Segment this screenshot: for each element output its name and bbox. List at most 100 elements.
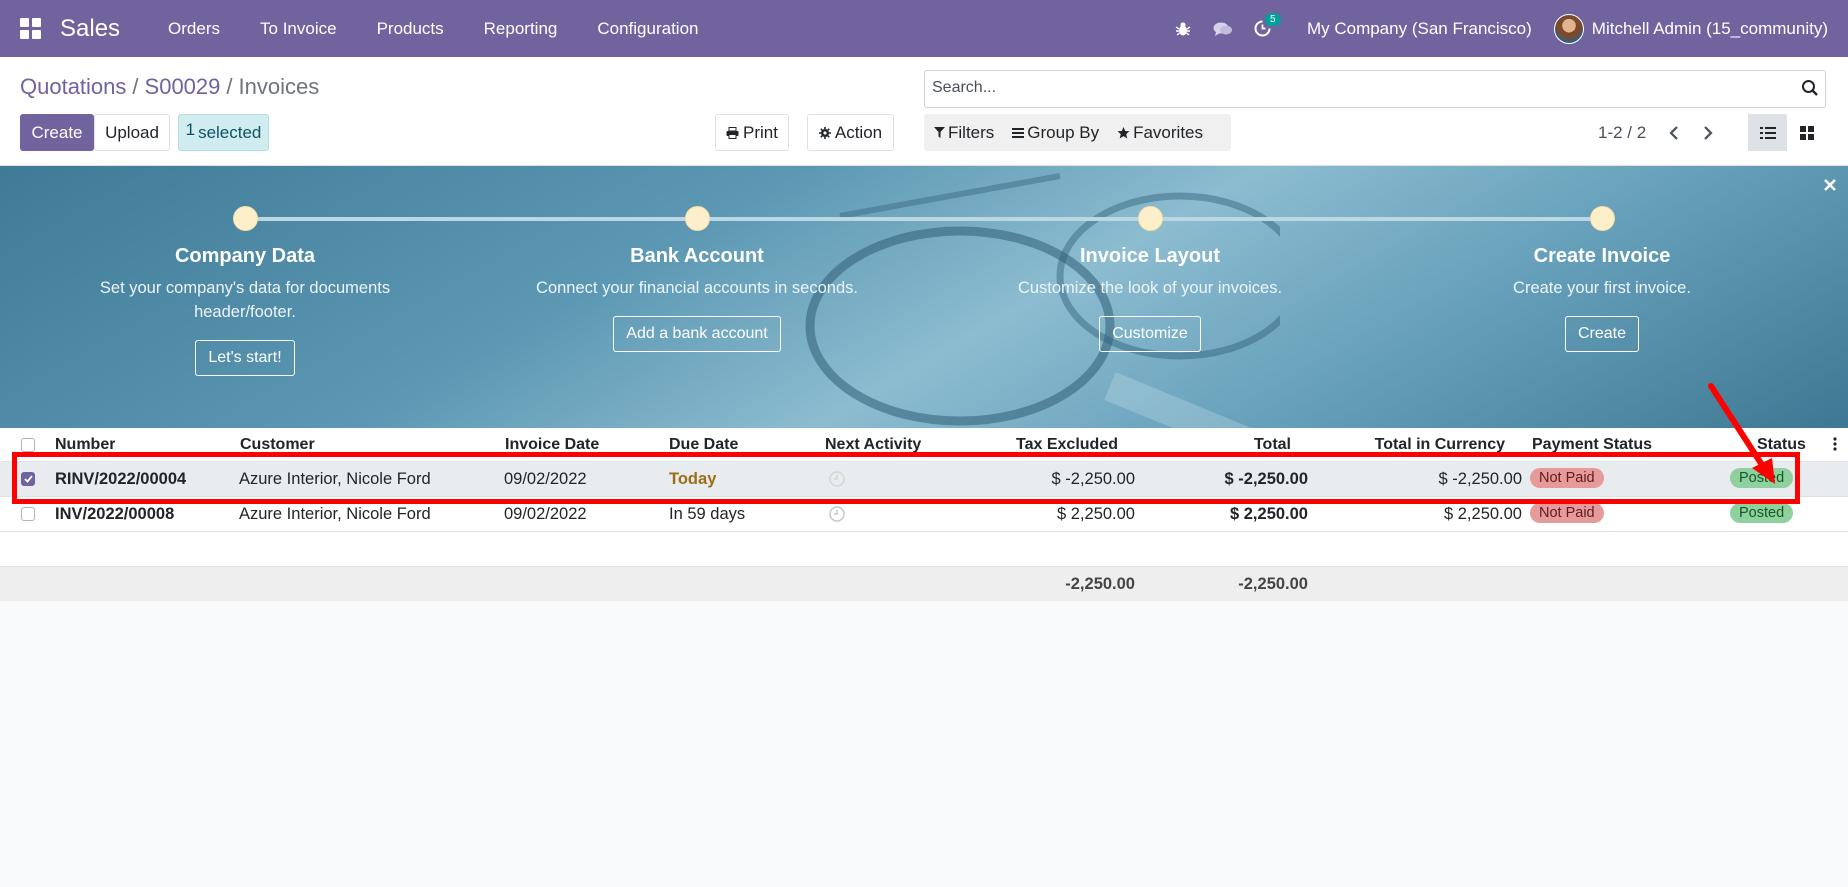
chevron-left-icon: [1669, 126, 1678, 140]
menu-reporting[interactable]: Reporting: [483, 18, 558, 38]
payment-status-badge: Not Paid: [1530, 468, 1604, 488]
menu-to-invoice[interactable]: To Invoice: [260, 18, 337, 38]
user-name: Mitchell Admin (15_community): [1591, 18, 1828, 38]
print-label: Print: [743, 122, 778, 142]
vertical-dots-icon: [1833, 437, 1837, 451]
avatar: [1553, 13, 1584, 44]
step-dot: [1137, 206, 1163, 231]
cell-number: RINV/2022/00004: [55, 470, 187, 488]
step-description: Set your company's data for documents he…: [99, 279, 391, 321]
cell-total: $ -2,250.00: [1224, 470, 1308, 488]
menu-orders[interactable]: Orders: [168, 18, 221, 38]
cell-invoice-date: 09/02/2022: [504, 505, 587, 523]
debug-bug-icon[interactable]: [1163, 0, 1203, 57]
app-name[interactable]: Sales: [60, 14, 121, 42]
step-dot: [684, 206, 710, 231]
col-due-date[interactable]: Due Date: [669, 436, 739, 453]
cell-tax-excluded: $ -2,250.00: [1051, 470, 1135, 488]
breadcrumb-order[interactable]: S00029: [144, 74, 221, 99]
col-customer[interactable]: Customer: [240, 436, 315, 453]
gear-icon: [818, 126, 831, 139]
activity-clock-icon[interactable]: [829, 471, 845, 492]
star-icon: [1117, 126, 1130, 138]
funnel-icon: [934, 127, 945, 138]
create-button[interactable]: Create: [20, 114, 94, 151]
search-input[interactable]: [925, 71, 1785, 105]
selection-counter: 1 selected: [178, 114, 269, 151]
col-status[interactable]: Status: [1757, 436, 1806, 453]
close-icon: [1824, 179, 1836, 191]
breadcrumb: Quotations / S00029 / Invoices: [20, 74, 319, 100]
activity-clock-icon[interactable]: [829, 506, 845, 527]
create-invoice-button[interactable]: Create: [1564, 316, 1640, 352]
col-total-in-currency[interactable]: Total in Currency: [1374, 436, 1505, 453]
menu-configuration[interactable]: Configuration: [597, 18, 699, 38]
step-title: Bank Account: [630, 245, 764, 267]
pager-previous-button[interactable]: [1662, 121, 1686, 145]
printer-icon: [726, 126, 739, 139]
list-view-button[interactable]: [1748, 114, 1787, 151]
chat-bubbles-icon[interactable]: [1203, 0, 1243, 57]
onboarding-progress-line: [245, 217, 1602, 221]
user-menu[interactable]: Mitchell Admin (15_community): [1553, 13, 1848, 44]
status-text: Posted: [1730, 503, 1794, 523]
col-tax-excluded[interactable]: Tax Excluded: [1016, 436, 1118, 453]
activity-count-badge: 5: [1264, 13, 1281, 26]
breadcrumb-separator: /: [132, 74, 139, 99]
col-next-activity[interactable]: Next Activity: [825, 436, 922, 453]
cell-customer: Azure Interior, Nicole Ford: [239, 505, 431, 523]
status-badge: Posted: [1730, 503, 1794, 523]
group-by-button[interactable]: Group By: [1012, 123, 1099, 143]
filters-button[interactable]: Filters: [934, 123, 994, 143]
pager-value[interactable]: 1-2 / 2: [1598, 123, 1647, 142]
favorites-label: Favorites: [1133, 122, 1204, 142]
footer-tax-excluded-sum: -2,250.00: [1065, 575, 1135, 593]
app-menu-button[interactable]: [0, 0, 60, 57]
cell-total-in-currency: $ 2,250.00: [1444, 505, 1522, 523]
step-bank-account: Bank Account Connect your financial acco…: [487, 206, 907, 352]
step-description: Create your first invoice.: [1513, 279, 1691, 297]
pager-next-button[interactable]: [1696, 121, 1720, 145]
kanban-view-button[interactable]: [1787, 114, 1826, 151]
activity-clock-icon[interactable]: 5: [1243, 0, 1283, 57]
add-bank-account-button[interactable]: Add a bank account: [613, 316, 781, 352]
cell-total: $ 2,250.00: [1230, 505, 1308, 523]
print-button[interactable]: Print: [715, 114, 789, 151]
cell-total-in-currency: $ -2,250.00: [1438, 470, 1522, 488]
group-by-label: Group By: [1027, 122, 1100, 142]
col-total[interactable]: Total: [1253, 436, 1291, 453]
search-box: [924, 70, 1826, 108]
menu-products[interactable]: Products: [376, 18, 444, 38]
optional-columns-toggle[interactable]: [1833, 437, 1837, 456]
row-checkbox[interactable]: [21, 507, 35, 521]
col-payment-status[interactable]: Payment Status: [1532, 436, 1653, 453]
close-banner-button[interactable]: [1824, 176, 1836, 196]
upload-button[interactable]: Upload: [94, 114, 170, 151]
col-invoice-date[interactable]: Invoice Date: [505, 436, 600, 453]
cell-tax-excluded: $ 2,250.00: [1057, 505, 1135, 523]
red-arrow-icon: [1708, 383, 1775, 484]
action-button[interactable]: Action: [807, 114, 894, 151]
table-footer-totals: -2,250.00 -2,250.00: [0, 567, 1848, 601]
search-icon[interactable]: [1801, 79, 1819, 97]
col-number[interactable]: Number: [55, 436, 116, 453]
select-all-checkbox[interactable]: [21, 438, 35, 452]
action-label: Action: [834, 122, 883, 142]
list-icon: [1759, 126, 1776, 139]
step-invoice-layout: Invoice Layout Customize the look of you…: [940, 206, 1360, 352]
company-switcher[interactable]: My Company (San Francisco): [1306, 18, 1532, 38]
favorites-button[interactable]: Favorites: [1117, 123, 1203, 143]
step-description: Connect your financial accounts in secon…: [536, 279, 858, 297]
customize-button[interactable]: Customize: [1099, 316, 1201, 352]
row-checkbox[interactable]: [21, 472, 35, 486]
table-row[interactable]: RINV/2022/00004 Azure Interior, Nicole F…: [0, 462, 1848, 497]
payment-status-badge: Not Paid: [1530, 503, 1604, 523]
breadcrumb-quotations[interactable]: Quotations: [20, 74, 127, 99]
bars-icon: [1012, 127, 1025, 138]
step-company-data: Company Data Set your company's data for…: [35, 206, 455, 376]
step-description: Customize the look of your invoices.: [1017, 279, 1283, 297]
grid-icon: [19, 18, 41, 39]
lets-start-button[interactable]: Let's start!: [195, 340, 295, 376]
cell-customer: Azure Interior, Nicole Ford: [239, 470, 431, 488]
breadcrumb-separator: /: [226, 74, 233, 99]
